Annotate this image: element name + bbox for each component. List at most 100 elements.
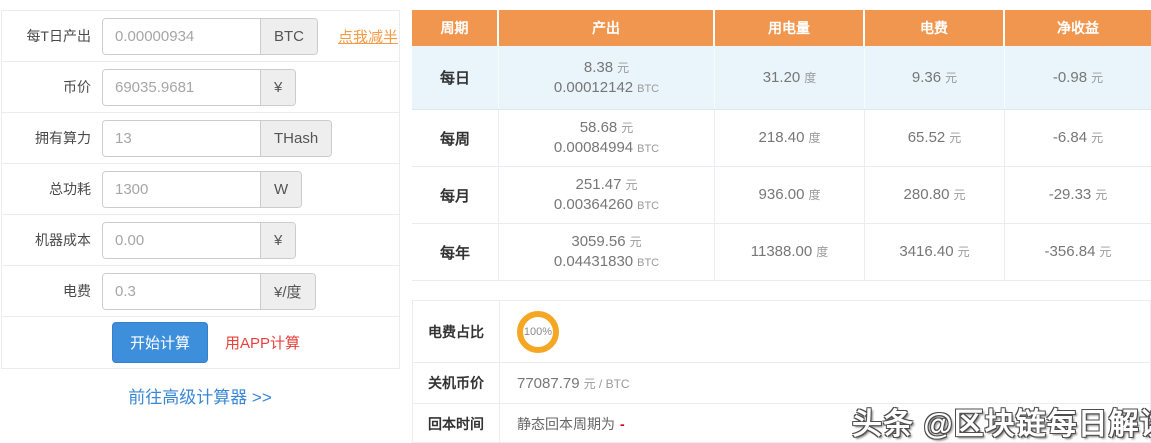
- results-table: 周期 产出 用电量 电费 净收益 每日 8.38 元 0.00012142 BTC …: [412, 10, 1151, 281]
- weekly-power: 218.40: [758, 129, 805, 146]
- period-daily: 每日: [439, 70, 470, 87]
- yearly-output-btc: 0.04431830: [553, 253, 634, 270]
- table-row-monthly: 每月 251.47 元 0.00364260 BTC 936.00 度 280.80 元…: [412, 167, 1151, 224]
- weekly-cost: 65.52: [907, 129, 946, 146]
- header-output: 产出: [499, 10, 715, 46]
- monthly-net: -29.33: [1048, 186, 1092, 203]
- form-row-power-consumption: 总功耗 W: [2, 164, 399, 215]
- header-electricity-cost: 电费: [865, 10, 1005, 46]
- kwh-unit: 度: [816, 245, 829, 259]
- form-row-actions: 开始计算 用APP计算: [2, 317, 399, 368]
- shutdown-price-value: 77087.79: [517, 374, 580, 392]
- coin-price-label: 币价: [63, 79, 91, 95]
- cny-unit: 元: [1091, 131, 1104, 145]
- daily-net: -0.98: [1052, 68, 1088, 86]
- machine-cost-label: 机器成本: [35, 232, 91, 248]
- electricity-rate-unit: ¥/度: [260, 273, 315, 309]
- shutdown-price-label: 关机币价: [413, 363, 500, 403]
- payback-time-dash: -: [620, 415, 625, 432]
- electricity-ratio-label: 电费占比: [413, 301, 500, 362]
- daily-output-cny: 8.38: [583, 58, 614, 76]
- cny-unit: 元: [945, 70, 958, 85]
- start-calculation-button[interactable]: 开始计算: [112, 322, 209, 363]
- period-weekly: 每周: [439, 130, 470, 148]
- table-row-yearly: 每年 3059.56 元 0.04431830 BTC 11388.00 度 3416…: [412, 224, 1151, 281]
- cny-unit: 元: [621, 121, 634, 135]
- kwh-unit: 度: [808, 188, 821, 202]
- btc-unit: BTC: [637, 82, 660, 95]
- calculate-with-app-link[interactable]: 用APP计算: [225, 335, 301, 352]
- kwh-unit: 度: [808, 131, 821, 145]
- advanced-calculator-link[interactable]: 前往高级计算器 >>: [128, 388, 272, 407]
- btc-unit: BTC: [637, 143, 660, 155]
- summary-row-payback-time: 回本时间 静态回本周期为 -: [413, 404, 1150, 443]
- daily-power: 31.20: [762, 68, 801, 86]
- summary-row-electricity-ratio: 电费占比 100%: [413, 301, 1150, 363]
- yearly-cost: 3416.40: [899, 243, 954, 260]
- electricity-rate-group: ¥/度: [102, 272, 316, 310]
- header-power-usage: 用电量: [715, 10, 865, 46]
- period-yearly: 每年: [439, 244, 470, 262]
- payback-time-label: 回本时间: [413, 404, 500, 443]
- kwh-unit: 度: [804, 70, 817, 85]
- payback-time-text: 静态回本周期为: [517, 415, 615, 432]
- cny-unit: 元: [957, 245, 970, 259]
- form-row-daily-output-per-t: 每T日产出 BTC 点我减半: [2, 11, 399, 62]
- mining-calculator-form: 每T日产出 BTC 点我减半 币价 ¥ 拥有算力 THash 总功耗 W 机器成…: [1, 10, 400, 369]
- cny-unit: 元: [1099, 245, 1112, 259]
- halve-link[interactable]: 点我减半: [338, 28, 399, 46]
- machine-cost-input[interactable]: [103, 222, 260, 258]
- hashrate-input[interactable]: [103, 120, 260, 156]
- coin-price-unit: ¥: [260, 69, 296, 105]
- power-consumption-label: 总功耗: [49, 181, 91, 197]
- power-consumption-group: W: [102, 170, 303, 208]
- hashrate-label: 拥有算力: [35, 130, 91, 146]
- btc-unit: BTC: [637, 200, 660, 212]
- header-period: 周期: [412, 10, 499, 46]
- table-row-daily: 每日 8.38 元 0.00012142 BTC 31.20 度 9.36 元 -0.9…: [412, 46, 1151, 110]
- table-row-weekly: 每周 58.68 元 0.00084994 BTC 218.40 度 65.52 元 -…: [412, 110, 1151, 167]
- yearly-output-cny: 3059.56: [571, 233, 626, 250]
- monthly-output-btc: 0.00364260: [553, 196, 634, 213]
- cny-unit: 元: [625, 178, 638, 192]
- cny-unit: 元: [1091, 70, 1104, 85]
- toutiao-watermark: 头条 @区块链每日解读: [852, 408, 1151, 441]
- machine-cost-group: ¥: [102, 221, 297, 259]
- daily-output-btc: 0.00012142: [553, 78, 634, 96]
- power-consumption-unit: W: [260, 171, 302, 207]
- form-row-machine-cost: 机器成本 ¥: [2, 215, 399, 266]
- daily-output-group: BTC: [102, 17, 318, 55]
- results-table-header: 周期 产出 用电量 电费 净收益: [412, 10, 1151, 46]
- electricity-rate-label: 电费: [63, 283, 91, 299]
- form-row-electricity-rate: 电费 ¥/度: [2, 266, 399, 317]
- yearly-power: 11388.00: [750, 243, 813, 260]
- hashrate-unit: THash: [260, 120, 332, 156]
- cny-unit: 元: [953, 188, 966, 202]
- monthly-power: 936.00: [758, 186, 805, 203]
- cny-unit: 元: [949, 131, 962, 145]
- cny-unit: 元: [617, 60, 630, 75]
- daily-cost: 9.36: [911, 68, 942, 86]
- btc-unit: BTC: [637, 257, 660, 269]
- weekly-output-cny: 58.68: [579, 119, 618, 136]
- header-net-profit: 净收益: [1057, 20, 1099, 36]
- cny-unit: 元: [629, 235, 642, 249]
- form-row-coin-price: 币价 ¥: [2, 62, 399, 113]
- hashrate-group: THash: [102, 119, 333, 157]
- daily-output-label: 每T日产出: [26, 28, 91, 44]
- daily-output-input[interactable]: [103, 18, 260, 54]
- daily-output-unit: BTC: [260, 18, 317, 54]
- electricity-rate-input[interactable]: [103, 273, 260, 309]
- weekly-net: -6.84: [1052, 129, 1088, 146]
- electricity-ratio-donut: 100%: [517, 310, 559, 353]
- weekly-output-btc: 0.00084994: [553, 139, 634, 156]
- coin-price-input[interactable]: [103, 69, 260, 105]
- monthly-output-cny: 251.47: [575, 176, 622, 193]
- cny-unit: 元: [1095, 188, 1108, 202]
- shutdown-price-unit: 元 / BTC: [583, 376, 630, 391]
- power-consumption-input[interactable]: [103, 171, 260, 207]
- yearly-net: -356.84: [1044, 243, 1096, 260]
- summary-row-shutdown-price: 关机币价 77087.79 元 / BTC: [413, 363, 1150, 404]
- machine-cost-unit: ¥: [260, 222, 296, 258]
- form-row-hashrate: 拥有算力 THash: [2, 113, 399, 164]
